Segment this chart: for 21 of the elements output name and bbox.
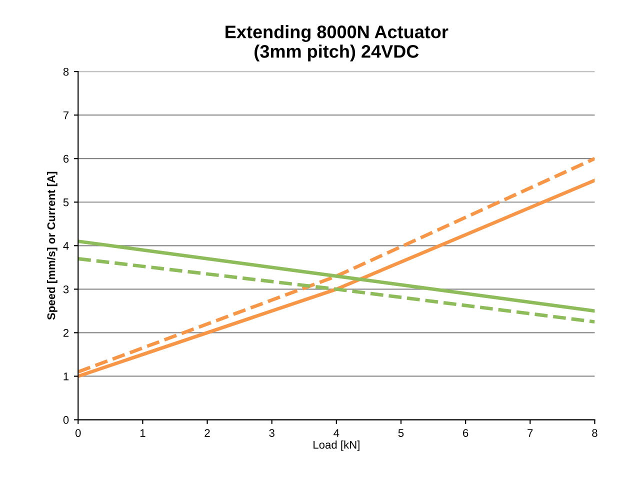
x-tick-label: 7 [528,429,533,437]
y-tick-label: 0 [63,416,69,424]
x-tick-label: 3 [269,429,274,437]
x-tick-label: 1 [140,429,146,437]
y-tick-label: 8 [63,68,69,76]
y-tick-label: 3 [63,285,69,294]
chart-title: Extending 8000N Actuator (3mm pitch) 24VDC [226,25,448,62]
x-tick-label: 6 [463,429,468,437]
y-axis-title: Speed [mm/s] or Current [A] [47,172,58,320]
x-axis-title: Load [kN] [314,440,360,451]
x-tick-label: 5 [398,429,404,437]
x-tick-label: 0 [75,429,81,437]
x-tick-label: 2 [204,429,210,437]
y-tick-label: 7 [63,111,69,120]
x-tick-label: 4 [334,429,340,437]
x-tick-label: 8 [592,429,598,437]
y-tick-label: 2 [63,328,69,337]
y-tick-label: 5 [63,198,69,206]
y-tick-label: 6 [63,154,69,163]
y-tick-label: 1 [64,372,69,380]
y-tick-label: 4 [63,242,69,250]
